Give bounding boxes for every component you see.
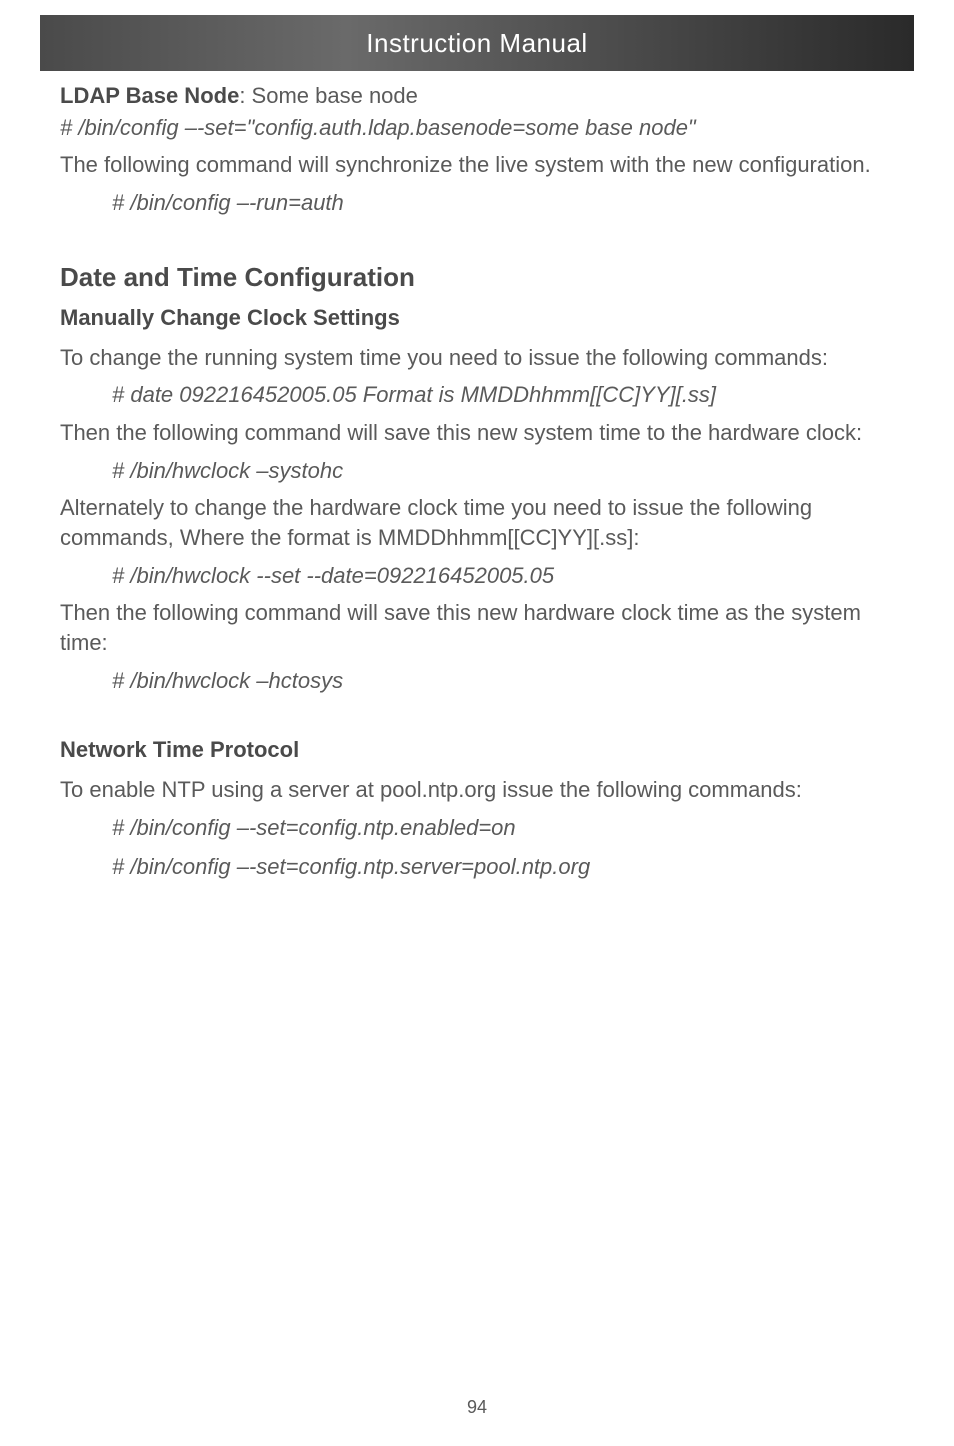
datetime-cmd4: # /bin/hwclock –hctosys <box>112 666 894 696</box>
datetime-heading: Date and Time Configuration <box>60 260 894 295</box>
ntp-cmd2: # /bin/config –-set=config.ntp.server=po… <box>112 852 894 882</box>
ldap-label-line: LDAP Base Node: Some base node <box>60 81 894 111</box>
header-bar: Instruction Manual <box>40 15 914 71</box>
ntp-heading: Network Time Protocol <box>60 735 894 765</box>
datetime-cmd2: # /bin/hwclock –systohc <box>112 456 894 486</box>
manual-clock-heading: Manually Change Clock Settings <box>60 303 894 333</box>
header-title: Instruction Manual <box>366 28 587 59</box>
datetime-cmd1: # date 092216452005.05 Format is MMDDhhm… <box>112 380 894 410</box>
datetime-para4: Then the following command will save thi… <box>60 598 894 657</box>
sync-paragraph: The following command will synchronize t… <box>60 150 894 180</box>
ntp-para: To enable NTP using a server at pool.ntp… <box>60 775 894 805</box>
sync-command: # /bin/config –-run=auth <box>112 188 894 218</box>
page-content: LDAP Base Node: Some base node # /bin/co… <box>0 71 954 882</box>
datetime-para1: To change the running system time you ne… <box>60 343 894 373</box>
page-number: 94 <box>0 1397 954 1418</box>
ldap-command: # /bin/config –-set="config.auth.ldap.ba… <box>60 113 894 143</box>
ldap-label-bold: LDAP Base Node <box>60 83 239 108</box>
ldap-label-rest: : Some base node <box>239 83 418 108</box>
datetime-para3: Alternately to change the hardware clock… <box>60 493 894 552</box>
datetime-cmd3: # /bin/hwclock --set --date=092216452005… <box>112 561 894 591</box>
ntp-cmd1: # /bin/config –-set=config.ntp.enabled=o… <box>112 813 894 843</box>
datetime-para2: Then the following command will save thi… <box>60 418 894 448</box>
